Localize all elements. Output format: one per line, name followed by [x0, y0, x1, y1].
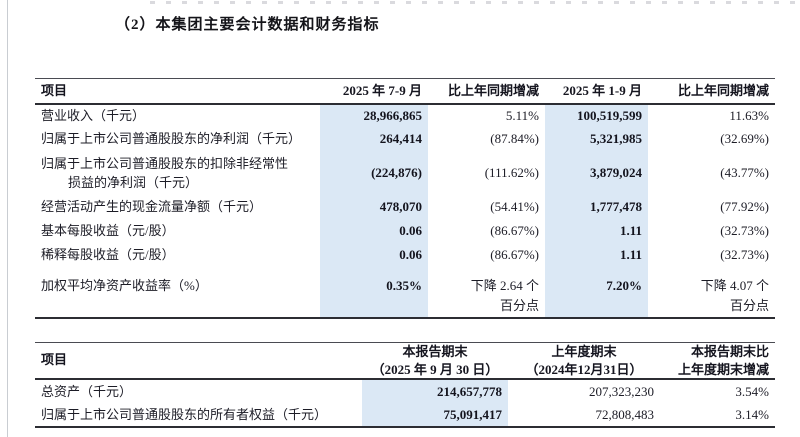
cell-ytd-change: (77.92%): [720, 199, 769, 215]
cell-ytd-change: (32.73%): [720, 246, 769, 262]
cell-ytd-value: 7.20%: [545, 266, 648, 319]
header-2025-q3: 2025 年 7-9 月: [342, 82, 422, 98]
cell-ytd-change: (32.73%): [720, 223, 769, 239]
header-q3-yoy-change: 比上年同期增减: [447, 82, 539, 98]
row-label: 稀释每股收益（元/股）: [41, 246, 175, 262]
header-ytd-yoy-change: 比上年同期增减: [677, 82, 769, 98]
table-row: 归属于上市公司普通股股东的扣除非经常性 损益的净利润（千元） (224,876)…: [35, 151, 775, 196]
cell-q3-change: (54.41%): [490, 199, 539, 215]
table-row: 加权平均净资产收益率（%） 0.35% 下降 2.64 个 百分点 7.20% …: [35, 266, 775, 319]
header-item: 项目: [41, 82, 68, 98]
cell-prior-year-end-value: 207,323,230: [589, 383, 654, 399]
cell-q3-value: 0.35%: [320, 266, 428, 319]
page-edge-divider: [7, 0, 8, 437]
cell-q3-change: (87.84%): [490, 131, 539, 147]
cell-q3-value: 478,070: [320, 195, 428, 220]
cell-q3-change: (86.67%): [490, 223, 539, 239]
cell-q3-change: (111.62%): [484, 165, 539, 181]
cell-ytd-change: 11.63%: [729, 107, 769, 123]
cell-q3-value: 264,414: [320, 127, 428, 152]
cell-ytd-change: (32.69%): [720, 131, 769, 147]
section-title: （2）本集团主要会计数据和财务指标: [115, 17, 380, 33]
header-item: 项目: [41, 352, 68, 368]
table-row: 总资产（千元） 214,657,778 207,323,230 3.54%: [35, 379, 775, 404]
header-2025-ytd: 2025 年 1-9 月: [562, 82, 642, 98]
cell-ytd-value: 1,777,478: [545, 195, 648, 220]
cell-change-value: 3.54%: [735, 383, 769, 399]
cell-q3-value: (224,876): [320, 151, 428, 196]
table-row: 归属于上市公司普通股股东的所有者权益（千元） 75,091,417 72,808…: [35, 403, 775, 428]
cell-q3-change: 下降 2.64 个 百分点: [470, 277, 539, 314]
key-financials-table: 项目 2025 年 7-9 月 比上年同期增减 2025 年 1-9 月 比上年…: [35, 78, 775, 320]
cell-ytd-value: 3,879,024: [545, 151, 648, 196]
cell-ytd-value: 5,321,985: [545, 127, 648, 152]
table-row: 归属于上市公司普通股股东的净利润（千元） 264,414 (87.84%) 5,…: [35, 127, 775, 152]
row-label: 营业收入（千元）: [41, 107, 146, 123]
cut-off-text-remnant: [150, 1, 797, 4]
row-label: 经营活动产生的现金流量净额（千元）: [41, 199, 263, 215]
cell-q3-value: 28,966,865: [320, 103, 428, 128]
row-label: 归属于上市公司普通股股东的所有者权益（千元）: [41, 406, 328, 422]
cell-change-value: 3.14%: [735, 406, 769, 422]
table-row: 稀释每股收益（元/股） 0.06 (86.67%) 1.11 (32.73%): [35, 243, 775, 267]
cell-q3-change: (86.67%): [490, 246, 539, 262]
cell-ytd-change: (43.77%): [720, 165, 769, 181]
cell-q3-value: 0.06: [320, 219, 428, 244]
cell-period-end-value: 214,657,778: [362, 379, 508, 404]
cell-ytd-value: 100,519,599: [545, 103, 648, 128]
cell-q3-value: 0.06: [320, 243, 428, 267]
cell-ytd-value: 1.11: [545, 243, 648, 267]
cell-period-end-value: 75,091,417: [362, 403, 508, 428]
header-change-vs-prior-year-end: 本报告期末比 上年度期末增减: [677, 344, 769, 377]
table-header-row: 项目 本报告期末 （2025 年 9 月 30 日） 上年度期末 （2024年1…: [35, 343, 775, 380]
row-label: 归属于上市公司普通股股东的扣除非经常性 损益的净利润（千元）: [41, 156, 289, 190]
cell-ytd-change: 下降 4.07 个 百分点: [700, 277, 769, 314]
table-header-row: 项目 2025 年 7-9 月 比上年同期增减 2025 年 1-9 月 比上年…: [35, 79, 775, 104]
balance-items-table: 项目 本报告期末 （2025 年 9 月 30 日） 上年度期末 （2024年1…: [35, 342, 775, 429]
row-label: 基本每股收益（元/股）: [41, 223, 175, 239]
cell-ytd-value: 1.11: [545, 219, 648, 244]
table-row: 基本每股收益（元/股） 0.06 (86.67%) 1.11 (32.73%): [35, 219, 775, 244]
cell-q3-change: 5.11%: [505, 107, 539, 123]
table-row: 营业收入（千元） 28,966,865 5.11% 100,519,599 11…: [35, 103, 775, 128]
row-label: 总资产（千元）: [41, 383, 133, 399]
header-prior-year-end: 上年度期末 （2024年12月31日）: [525, 344, 643, 377]
cell-prior-year-end-value: 72,808,483: [595, 406, 655, 422]
table-row: 经营活动产生的现金流量净额（千元） 478,070 (54.41%) 1,777…: [35, 195, 775, 220]
row-label: 加权平均净资产收益率（%）: [41, 277, 208, 293]
header-report-period-end: 本报告期末 （2025 年 9 月 30 日）: [371, 344, 499, 377]
row-label: 归属于上市公司普通股股东的净利润（千元）: [41, 131, 302, 147]
